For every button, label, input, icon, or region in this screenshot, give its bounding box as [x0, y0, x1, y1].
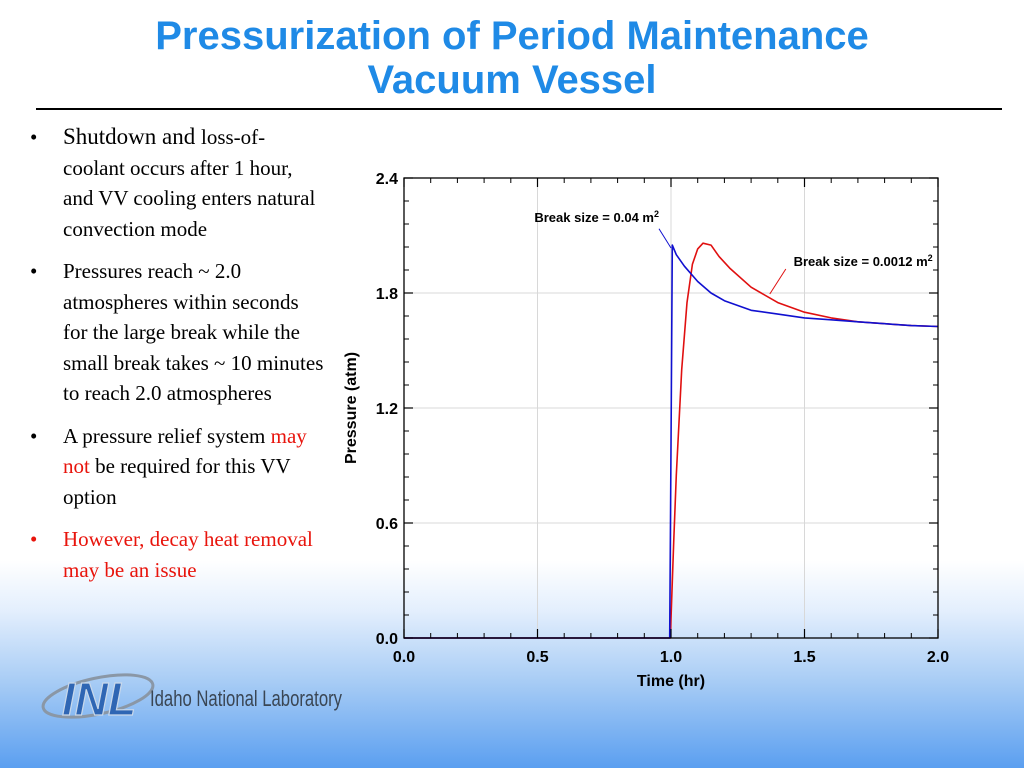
x-tick-label: 1.0 [660, 649, 682, 666]
logo-orbit-icon [41, 673, 155, 719]
x-tick-label: 0.5 [526, 649, 548, 666]
y-tick-label: 1.2 [376, 401, 398, 418]
inl-logo: INL Idaho National Laboratory [41, 672, 342, 726]
bullet-item-shutdown: • Shutdown and loss-of-coolant occurs af… [26, 122, 326, 244]
x-tick-label: 0.0 [393, 649, 415, 666]
bullet-text: loss-of-coolant occurs after 1 hour, and… [63, 125, 316, 241]
y-axis-title: Pressure (atm) [343, 352, 360, 464]
slide-title-line2: Vacuum Vessel [367, 58, 657, 102]
slide-title: Pressurization of Period Maintenance Vac… [0, 14, 1024, 102]
y-tick-label: 1.8 [376, 286, 398, 303]
annotation-superscript: 2 [928, 253, 933, 263]
x-axis-title: Time (hr) [637, 673, 705, 690]
bullet-item-relief: • A pressure relief system may not be re… [26, 421, 326, 513]
bullet-dot-icon: • [30, 423, 38, 448]
bullet-list: • Shutdown and loss-of-coolant occurs af… [26, 122, 326, 597]
annotation-text: Break size = 0.04 m [534, 210, 654, 225]
bullet-item-pressures: • Pressures reach ~ 2.0 atmospheres with… [26, 256, 326, 409]
bullet-text-pre: A pressure relief system [63, 423, 271, 448]
x-tick-label: 2.0 [927, 649, 949, 666]
annotation-leader-line [769, 268, 787, 295]
annotation-leader-line [658, 228, 672, 249]
x-tick-label: 1.5 [793, 649, 815, 666]
bullet-lead: Shutdown and [63, 124, 201, 149]
chart-ticks [403, 177, 939, 639]
series-annotation-small-break: Break size = 0.0012 m2 [794, 253, 933, 269]
bullet-text: However, decay heat removal may be an is… [63, 527, 313, 582]
chart-series [404, 242, 939, 639]
bullet-dot-icon: • [30, 259, 38, 283]
logo-name: Idaho National Laboratory [150, 686, 342, 711]
bullet-text-emphasis: may not [63, 423, 307, 479]
pressure-chart: 0.0 0.5 1.0 1.5 2.0 0.0 0.6 1.2 1.8 2.4 Time (hr) P… [343, 171, 949, 690]
bullet-dot-icon: • [30, 527, 38, 551]
annotation-text: Break size = 0.0012 m [794, 254, 928, 269]
title-divider [36, 108, 1002, 110]
series-annotation-large-break: Break size = 0.04 m2 [534, 209, 659, 225]
y-tick-label: 0.6 [376, 516, 398, 533]
bullet-item-decay-heat: • However, decay heat removal may be an … [26, 524, 326, 585]
annotation-superscript: 2 [654, 209, 659, 219]
y-tick-label: 2.4 [376, 171, 398, 188]
chart-tick-labels: 0.0 0.5 1.0 1.5 2.0 0.0 0.6 1.2 1.8 2.4 Time (hr) P… [343, 171, 949, 690]
logo-mark: INL [62, 673, 136, 725]
y-tick-label: 0.0 [376, 631, 398, 648]
series-line-large-break [404, 244, 939, 639]
bullet-dot-icon: • [30, 125, 38, 149]
bullet-text-post: be required for this VV option [63, 454, 291, 509]
slide-title-line1: Pressurization of Period Maintenance [155, 14, 869, 58]
bullet-text: Pressures reach ~ 2.0 atmospheres within… [63, 259, 324, 405]
